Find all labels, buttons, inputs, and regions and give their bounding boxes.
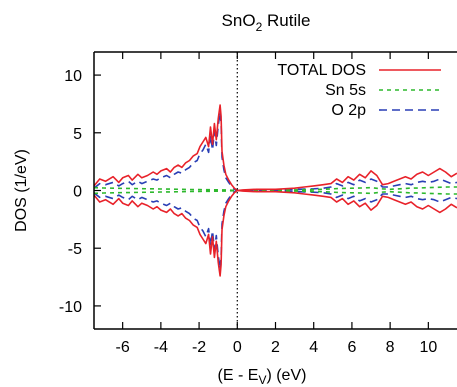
y-tick-labels: -10 -5 0 5 10 — [59, 68, 82, 316]
x-axis-label: (E - EV) (eV) — [218, 367, 307, 387]
chart-title-subscript: 2 — [256, 20, 263, 34]
series-lines — [94, 104, 457, 277]
x-tick-label: 0 — [233, 339, 242, 356]
total-dos-upper-line — [94, 104, 457, 192]
x-tick-label: 10 — [419, 339, 437, 356]
x-axis-label-main: (E - E — [218, 367, 259, 384]
total-dos-lower-line — [94, 189, 457, 277]
x-tick-label: 6 — [347, 339, 356, 356]
x-tick-label: -6 — [116, 339, 130, 356]
x-axis-label-suffix: ) (eV) — [266, 367, 306, 384]
chart-title-main: SnO — [222, 11, 256, 30]
x-tick-label: -4 — [154, 339, 168, 356]
o-2p-lower-line — [94, 189, 457, 270]
y-tick-label: -10 — [59, 299, 82, 316]
legend-label: O 2p — [331, 102, 366, 119]
x-axis-label-subscript: V — [258, 373, 266, 387]
chart-title-text: SnO2 Rutile — [222, 11, 311, 34]
legend: TOTAL DOS Sn 5s O 2p — [277, 62, 441, 119]
legend-label: TOTAL DOS — [277, 62, 366, 79]
x-tick-label: -2 — [192, 339, 206, 356]
chart-title: SnO2 Rutile — [222, 11, 311, 34]
x-tick-label: 2 — [271, 339, 280, 356]
x-tick-labels: -6 -4 -2 0 2 4 6 8 10 — [116, 339, 438, 356]
legend-label: Sn 5s — [325, 82, 366, 99]
y-tick-label: 10 — [64, 68, 82, 85]
y-tick-label: 0 — [73, 184, 82, 201]
tick-marks — [94, 52, 429, 329]
y-tick-label: 5 — [73, 126, 82, 143]
chart-title-suffix: Rutile — [262, 11, 310, 30]
x-tick-label: 8 — [386, 339, 395, 356]
x-tick-label: 4 — [309, 339, 318, 356]
axis-labels: (E - EV) (eV) DOS (1/eV) — [13, 149, 306, 387]
o-2p-upper-line — [94, 111, 457, 192]
y-axis-label: DOS (1/eV) — [13, 149, 30, 232]
y-tick-label: -5 — [68, 241, 82, 258]
